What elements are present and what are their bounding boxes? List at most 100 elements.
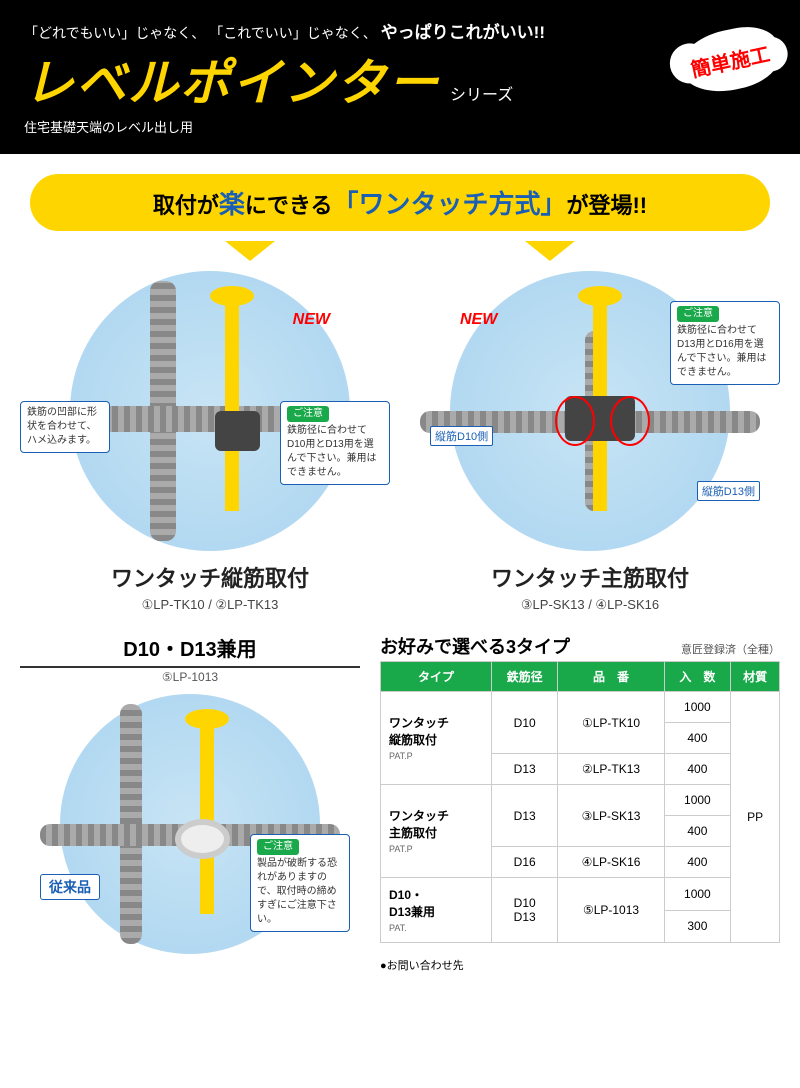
t3-d: D10 D13 bbox=[491, 878, 558, 943]
th-type: タイプ bbox=[381, 662, 492, 692]
diagram-2-circle: NEW ご注意 鉄筋径に合わせてD13用とD16用を選んで下さい。兼用はできませ… bbox=[450, 271, 730, 551]
type1-cell: ワンタッチ 縦筋取付 PAT.P bbox=[381, 692, 492, 785]
t2-m1: ③LP-SK13 bbox=[558, 785, 664, 847]
main-title: レベルポインター bbox=[24, 43, 440, 115]
spec-table: タイプ 鉄筋径 品 番 入 数 材質 ワンタッチ 縦筋取付PAT.P D10 ①… bbox=[380, 661, 780, 943]
banner-em2: 「ワンタッチ方式」 bbox=[332, 189, 566, 219]
diagram-1-circle: NEW 鉄筋の凹部に形状を合わせて、ハメ込みます。 ご注意 鉄筋径に合わせてD1… bbox=[70, 271, 350, 551]
d10-label: 縦筋D10側 bbox=[430, 426, 493, 446]
banner-pre: 取付が bbox=[153, 193, 219, 218]
tagline-part3: 「これでいい」 bbox=[209, 25, 307, 41]
subtitle: 住宅基礎天端のレベル出し用 bbox=[24, 117, 776, 136]
diagram-1-models: ①LP-TK10 / ②LP-TK13 bbox=[30, 597, 390, 613]
t1-q2: 400 bbox=[664, 754, 731, 785]
t2-d2: D16 bbox=[491, 847, 558, 878]
new-label: NEW bbox=[293, 311, 330, 329]
t1-q1a: 1000 bbox=[664, 692, 731, 723]
t1-m2: ②LP-TK13 bbox=[558, 754, 664, 785]
notice-text-2: 鉄筋径に合わせてD13用とD16用を選んで下さい。兼用はできません。 bbox=[677, 325, 767, 378]
t2-d1: D13 bbox=[491, 785, 558, 847]
compat-model: ⑤LP-1013 bbox=[20, 670, 360, 684]
diagram-2-title: ワンタッチ主筋取付 bbox=[410, 561, 770, 593]
type2-name: ワンタッチ 主筋取付 bbox=[389, 809, 449, 840]
th-dia: 鉄筋径 bbox=[491, 662, 558, 692]
type3-cell: D10・ D13兼用 PAT. bbox=[381, 878, 492, 943]
callout-left: 鉄筋の凹部に形状を合わせて、ハメ込みます。 bbox=[20, 401, 110, 453]
t2-q1a: 1000 bbox=[664, 785, 731, 816]
t2-q1b: 400 bbox=[664, 816, 731, 847]
badge-cloud: 簡単施工 bbox=[675, 20, 785, 99]
tagline: 「どれでもいい」じゃなく、 「これでいい」じゃなく、 やっぱりこれがいい!! bbox=[24, 18, 776, 43]
t2-m2: ④LP-SK16 bbox=[558, 847, 664, 878]
badge-text: 簡単施工 bbox=[688, 38, 772, 83]
t3-m: ⑤LP-1013 bbox=[558, 878, 664, 943]
table-row: D10・ D13兼用PAT. D10 D13 ⑤LP-1013 1000 bbox=[381, 878, 780, 911]
th-qty: 入 数 bbox=[664, 662, 731, 692]
arrow-left bbox=[225, 241, 275, 261]
type2-cell: ワンタッチ 主筋取付PAT.P bbox=[381, 785, 492, 878]
tagline-emphasis: やっぱりこれがいい!! bbox=[381, 23, 545, 42]
table-title-row: お好みで選べる3タイプ 意匠登録済（全種） bbox=[380, 633, 780, 659]
t1-q1b: 400 bbox=[664, 723, 731, 754]
diagram-3-circle: 従来品 ご注意 製品が破断する恐れがありますので、取付時の締めすぎにご注意下さい… bbox=[60, 694, 320, 954]
red-oval-right bbox=[610, 396, 650, 446]
notice-badge-2: ご注意 bbox=[677, 306, 719, 322]
type1-name: ワンタッチ 縦筋取付 bbox=[389, 716, 449, 747]
diagrams-row: NEW 鉄筋の凹部に形状を合わせて、ハメ込みます。 ご注意 鉄筋径に合わせてD1… bbox=[20, 271, 780, 613]
type1-pat: PAT.P bbox=[389, 751, 413, 761]
notice-badge-1: ご注意 bbox=[287, 406, 329, 422]
t1-d2: D13 bbox=[491, 754, 558, 785]
banner-mid: にできる bbox=[245, 193, 333, 218]
clip bbox=[215, 411, 260, 451]
compat-column: D10・D13兼用 ⑤LP-1013 従来品 ご注意 製品が破断する恐れがありま… bbox=[20, 633, 360, 973]
compat-title: D10・D13兼用 bbox=[20, 633, 360, 668]
notice-text-3: 製品が破断する恐れがありますので、取付時の締めすぎにご注意下さい。 bbox=[257, 858, 337, 925]
bottom-section: D10・D13兼用 ⑤LP-1013 従来品 ご注意 製品が破断する恐れがありま… bbox=[20, 633, 780, 973]
t1-d1: D10 bbox=[491, 692, 558, 754]
red-oval-left bbox=[555, 396, 595, 446]
title-row: レベルポインター シリーズ bbox=[24, 43, 776, 115]
t1-m1: ①LP-TK10 bbox=[558, 692, 664, 754]
level-pointer bbox=[225, 291, 239, 511]
t2-q2: 400 bbox=[664, 847, 731, 878]
banner: 取付が楽にできる「ワンタッチ方式」が登場!! bbox=[30, 174, 770, 231]
material: PP bbox=[731, 692, 780, 943]
table-row: ワンタッチ 縦筋取付PAT.P D10 ①LP-TK10 1000 PP bbox=[381, 692, 780, 723]
t3-q2: 300 bbox=[664, 910, 731, 943]
table-header-row: タイプ 鉄筋径 品 番 入 数 材質 bbox=[381, 662, 780, 692]
diagram-1: NEW 鉄筋の凹部に形状を合わせて、ハメ込みます。 ご注意 鉄筋径に合わせてD1… bbox=[30, 271, 390, 613]
diagram-2-models: ③LP-SK13 / ④LP-SK16 bbox=[410, 597, 770, 613]
table-column: お好みで選べる3タイプ 意匠登録済（全種） タイプ 鉄筋径 品 番 入 数 材質… bbox=[380, 633, 780, 973]
tagline-part1: 「どれでもいい」 bbox=[24, 25, 135, 41]
registration-note: 意匠登録済（全種） bbox=[681, 641, 780, 657]
badge: 簡単施工 bbox=[680, 30, 780, 90]
callout-notice-3: ご注意 製品が破断する恐れがありますので、取付時の締めすぎにご注意下さい。 bbox=[250, 834, 350, 932]
table-title: お好みで選べる3タイプ bbox=[380, 633, 570, 659]
old-product-label: 従来品 bbox=[40, 874, 100, 900]
diagram-1-title: ワンタッチ縦筋取付 bbox=[30, 561, 390, 593]
arrows bbox=[100, 241, 700, 261]
notice-text-1: 鉄筋径に合わせてD10用とD13用を選んで下さい。兼用はできません。 bbox=[287, 425, 377, 478]
table-row: ワンタッチ 主筋取付PAT.P D13 ③LP-SK13 1000 bbox=[381, 785, 780, 816]
contact-label: ●お問い合わせ先 bbox=[380, 957, 780, 973]
level-pointer-3 bbox=[200, 714, 214, 914]
new-label-2: NEW bbox=[460, 311, 497, 329]
banner-ribbon: 取付が楽にできる「ワンタッチ方式」が登場!! bbox=[30, 174, 770, 231]
th-model: 品 番 bbox=[558, 662, 664, 692]
callout-left-text: 鉄筋の凹部に形状を合わせて、ハメ込みます。 bbox=[27, 407, 97, 446]
type3-pat: PAT. bbox=[389, 923, 407, 933]
header: 「どれでもいい」じゃなく、 「これでいい」じゃなく、 やっぱりこれがいい!! レ… bbox=[0, 0, 800, 154]
t3-q1: 1000 bbox=[664, 878, 731, 911]
callout-notice-2: ご注意 鉄筋径に合わせてD13用とD16用を選んで下さい。兼用はできません。 bbox=[670, 301, 780, 385]
callout-notice-1: ご注意 鉄筋径に合わせてD10用とD13用を選んで下さい。兼用はできません。 bbox=[280, 401, 390, 485]
banner-post: が登場!! bbox=[566, 193, 647, 218]
banner-em1: 楽 bbox=[219, 189, 245, 219]
tagline-part2: じゃなく、 bbox=[135, 25, 205, 41]
th-mat: 材質 bbox=[731, 662, 780, 692]
tagline-part4: じゃなく、 bbox=[307, 25, 377, 41]
notice-badge-3: ご注意 bbox=[257, 839, 299, 855]
series-label: シリーズ bbox=[450, 81, 513, 105]
type3-name: D10・ D13兼用 bbox=[389, 888, 435, 919]
arrow-right bbox=[525, 241, 575, 261]
ring-clip bbox=[175, 819, 230, 859]
